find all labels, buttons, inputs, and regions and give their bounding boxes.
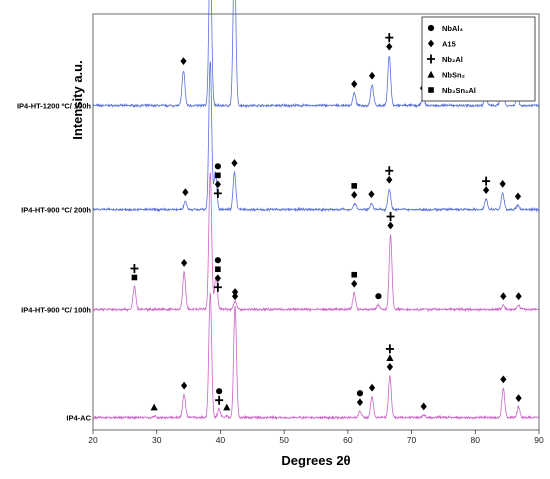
marker-diamond — [500, 292, 507, 301]
marker-diamond — [515, 292, 522, 301]
marker-diamond — [483, 186, 490, 195]
marker-diamond — [351, 279, 358, 288]
marker-square — [215, 266, 221, 273]
series-label: IP4-HT-900 ºC/ 100h — [21, 305, 91, 314]
series-label: IP4-HT-900 ºC/ 200h — [21, 206, 91, 215]
marker-diamond — [231, 288, 239, 296]
marker-diamond — [427, 39, 435, 48]
marker-diamond — [351, 80, 358, 88]
marker-diamond — [420, 402, 427, 411]
marker-square — [351, 271, 358, 278]
x-tick-label: 50 — [279, 435, 289, 445]
x-tick-label: 20 — [88, 435, 98, 445]
marker-diamond — [514, 192, 522, 201]
marker-square — [215, 172, 221, 179]
x-tick-label: 30 — [152, 435, 162, 445]
series-label: IP4-AC — [66, 414, 91, 423]
marker-cross — [482, 176, 491, 186]
marker-triangle — [150, 403, 158, 411]
y-axis-label: Intensity a.u. — [70, 60, 85, 139]
series-labels: IP4-HT-1200 ºC/ 100h IP4-HT-900 ºC/ 200h I… — [17, 102, 92, 423]
marker-square — [131, 274, 138, 281]
marker-cross — [213, 188, 222, 198]
marker-diamond — [499, 179, 506, 188]
marker-square — [351, 183, 358, 189]
marker-diamond — [214, 180, 221, 189]
marker-triangle — [386, 354, 394, 362]
marker-cross — [215, 395, 224, 405]
marker-diamond — [515, 394, 522, 403]
marker-diamond — [387, 221, 394, 230]
series-line — [92, 61, 540, 213]
series-label: IP4-HT-1200 ºC/ 100h — [17, 102, 91, 111]
x-tick-label: 80 — [471, 435, 481, 445]
marker-diamond — [368, 190, 375, 199]
marker-diamond — [181, 381, 188, 390]
legend-label: NbSn₂ — [442, 71, 465, 80]
series-line — [92, 292, 539, 421]
marker-cross — [427, 54, 435, 64]
marker-cross — [386, 211, 395, 221]
legend-label: Nb₃Sn₂Al — [442, 86, 476, 95]
marker-diamond — [351, 190, 358, 199]
marker-diamond — [182, 188, 189, 197]
marker-diamond — [214, 274, 221, 283]
marker-circle — [214, 163, 221, 170]
marker-diamond — [231, 292, 239, 301]
marker-circle — [375, 293, 382, 300]
marker-diamond — [386, 363, 394, 371]
legend-label: A15 — [442, 40, 456, 49]
x-axis-label: Degrees 2θ — [281, 453, 350, 468]
x-tick-label: 70 — [407, 435, 417, 445]
x-ticks: 20 30 40 50 60 70 80 90 — [88, 430, 544, 445]
marker-diamond — [386, 42, 393, 51]
x-tick-label: 40 — [216, 435, 226, 445]
marker-cross — [130, 263, 139, 273]
series-line — [92, 0, 539, 109]
traces-layer — [92, 0, 540, 421]
marker-circle — [214, 257, 221, 264]
legend-label: Nb₂Al — [442, 55, 463, 64]
marker-triangle — [427, 70, 435, 78]
marker-square — [428, 87, 434, 93]
marker-cross — [385, 33, 394, 43]
marker-circle — [216, 388, 223, 395]
marker-cross — [385, 166, 394, 176]
x-tick-label: 90 — [534, 435, 544, 445]
marker-diamond — [180, 57, 187, 66]
marker-diamond — [386, 175, 393, 184]
legend-label: NbAl₃ — [442, 24, 463, 33]
legend-box — [421, 16, 536, 102]
x-tick-label: 60 — [343, 435, 353, 445]
marker-diamond — [500, 375, 507, 384]
marker-circle — [356, 390, 364, 397]
marker-triangle — [223, 403, 231, 411]
series-line — [92, 172, 539, 313]
marker-cross — [385, 344, 394, 354]
marker-diamond — [181, 259, 188, 267]
plot-frame — [92, 13, 540, 431]
marker-cross — [213, 282, 222, 292]
marker-diamond — [356, 398, 364, 407]
marker-diamond — [368, 383, 376, 392]
marker-diamond — [231, 159, 238, 167]
marker-diamond — [368, 71, 376, 80]
marker-circle — [427, 24, 435, 32]
legend: NbAl₃ A15 Nb₂Al NbSn₂ Nb₃Sn₂Al — [421, 16, 536, 102]
